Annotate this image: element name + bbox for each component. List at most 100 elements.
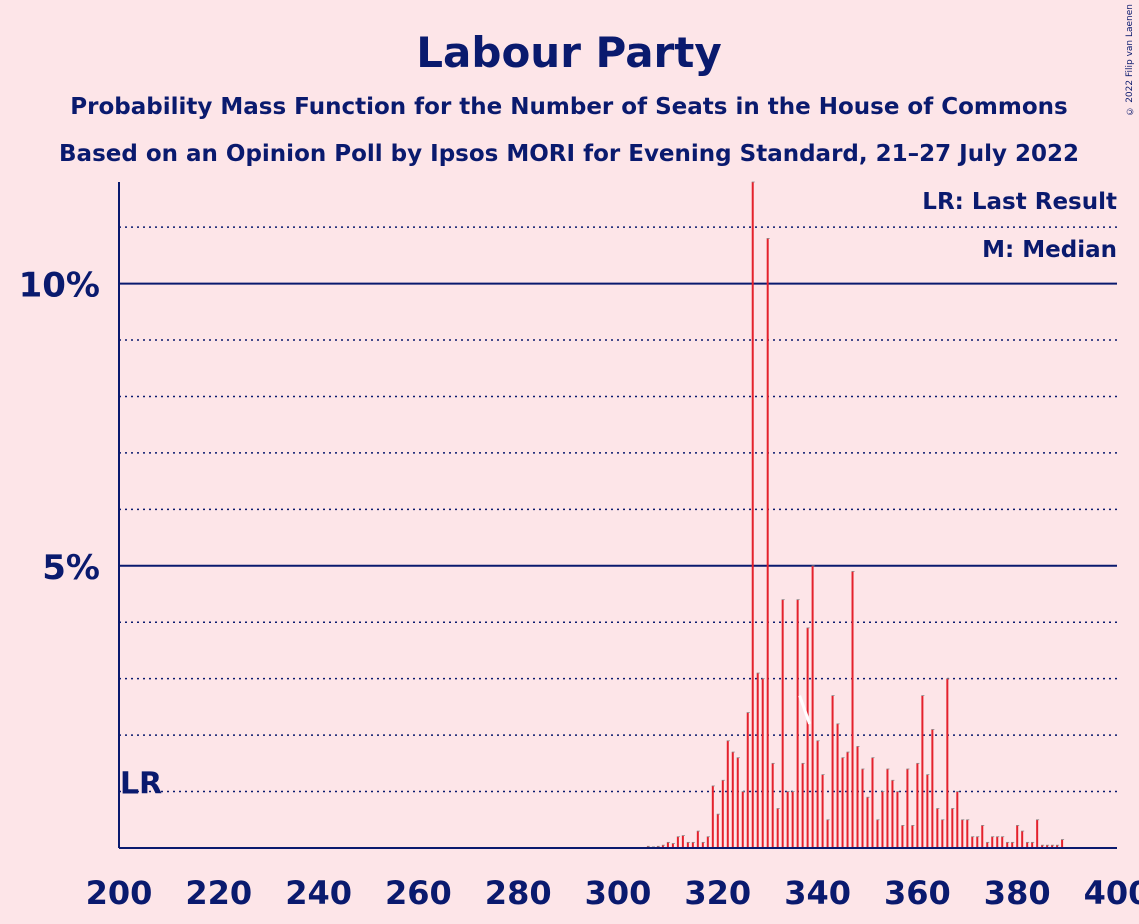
bar-seat-348 — [856, 746, 859, 848]
bar-seat-367 — [951, 808, 954, 848]
bar-seat-337 — [801, 763, 804, 848]
bar-seat-329 — [761, 678, 764, 848]
bar-seat-350 — [866, 797, 869, 848]
bar-seat-374 — [986, 842, 989, 848]
bar-seat-310 — [666, 842, 669, 848]
bar-seat-313 — [681, 835, 684, 848]
bar-seat-382 — [1026, 842, 1029, 848]
bar-seat-340 — [816, 740, 819, 848]
bar-seat-383 — [1031, 842, 1034, 848]
axes: 5% 10% 200 220 240 260 280 300 320 340 360 380 400 LR — [19, 182, 1139, 912]
bar-seat-360 — [916, 763, 919, 848]
bar-seat-356 — [896, 791, 899, 848]
bar-seat-327 — [751, 182, 754, 848]
bar-seat-331 — [771, 763, 774, 848]
bar-seat-345 — [841, 757, 844, 848]
bar-seat-318 — [706, 836, 709, 848]
bar-seat-339 — [811, 565, 814, 848]
bar-seat-387 — [1051, 845, 1054, 848]
x-tick-label: 220 — [185, 874, 252, 912]
bar-seat-366 — [946, 678, 949, 848]
bar-seat-322 — [726, 740, 729, 848]
bar-seat-335 — [791, 791, 794, 848]
x-tick-label: 380 — [984, 874, 1051, 912]
bar-seat-324 — [736, 757, 739, 848]
bar-seat-379 — [1011, 842, 1014, 848]
bar-seat-362 — [926, 774, 929, 848]
bar-seat-311 — [671, 843, 674, 848]
bar-seat-349 — [861, 768, 864, 848]
bar-seat-315 — [691, 842, 694, 848]
legend-last-result: LR: Last Result — [922, 189, 1117, 215]
x-tick-label: 280 — [485, 874, 552, 912]
bar-seat-312 — [676, 836, 679, 848]
bar-seat-372 — [976, 836, 979, 848]
bar-seat-375 — [991, 836, 994, 848]
bar-seat-347 — [851, 571, 854, 848]
y-tick-label: 10% — [19, 266, 100, 306]
bar-seat-389 — [1061, 839, 1064, 848]
bar-seat-386 — [1046, 845, 1049, 848]
bar-seat-354 — [886, 768, 889, 848]
bar-seat-346 — [846, 752, 849, 848]
x-tick-label: 260 — [385, 874, 452, 912]
bar-seat-377 — [1001, 836, 1004, 848]
bar-seat-326 — [746, 712, 749, 848]
bar-seat-314 — [686, 842, 689, 848]
bar-seat-381 — [1021, 831, 1024, 848]
x-tick-label: 360 — [884, 874, 951, 912]
bar-seat-325 — [741, 791, 744, 848]
chart-subtitle-2: Based on an Opinion Poll by Ipsos MORI f… — [59, 141, 1079, 167]
bar-seat-321 — [721, 780, 724, 848]
chart-subtitle-1: Probability Mass Function for the Number… — [70, 94, 1067, 120]
x-tick-label: 340 — [784, 874, 851, 912]
bar-seat-352 — [876, 819, 879, 848]
bar-seat-358 — [906, 768, 909, 848]
bar-seat-363 — [931, 729, 934, 848]
bar-seat-334 — [786, 791, 789, 848]
bar-series — [617, 181, 1065, 848]
x-tick-label: 320 — [684, 874, 751, 912]
bar-seat-359 — [911, 825, 914, 848]
bar-seat-317 — [701, 842, 704, 848]
chart-title: Labour Party — [416, 28, 721, 77]
bar-seat-338 — [806, 627, 809, 848]
bar-seat-328 — [756, 673, 759, 848]
bar-seat-319 — [711, 785, 714, 848]
bar-seat-385 — [1041, 845, 1044, 848]
bar-seat-376 — [996, 836, 999, 848]
bar-seat-369 — [961, 819, 964, 848]
bar-seat-388 — [1056, 845, 1059, 848]
bar-seat-342 — [826, 819, 829, 848]
bar-seat-384 — [1036, 819, 1039, 848]
bar-seat-333 — [781, 599, 784, 848]
bar-seat-323 — [731, 752, 734, 848]
legend-median: M: Median — [982, 237, 1117, 263]
median-marker — [798, 695, 812, 725]
bar-seat-341 — [821, 774, 824, 848]
bar-seat-330 — [766, 238, 769, 848]
x-tick-label: 400 — [1084, 874, 1139, 912]
bar-seat-373 — [981, 825, 984, 848]
bar-seat-332 — [776, 808, 779, 848]
bar-seat-316 — [696, 831, 699, 848]
bar-seat-370 — [966, 819, 969, 848]
bar-seat-357 — [901, 825, 904, 848]
bar-seat-343 — [831, 695, 834, 848]
bar-seat-365 — [941, 819, 944, 848]
x-tick-label: 200 — [86, 874, 153, 912]
bar-seat-355 — [891, 780, 894, 848]
x-tick-label: 240 — [285, 874, 352, 912]
grid-lines — [119, 226, 1117, 793]
last-result-label: LR — [120, 767, 162, 802]
y-tick-label: 5% — [42, 548, 100, 588]
bar-seat-309 — [661, 845, 664, 848]
bar-seat-378 — [1006, 842, 1009, 848]
x-tick-label: 300 — [585, 874, 652, 912]
bar-seat-336 — [796, 599, 799, 848]
bar-seat-380 — [1016, 825, 1019, 848]
bar-seat-320 — [716, 814, 719, 848]
bar-seat-351 — [871, 757, 874, 848]
bar-seat-364 — [936, 808, 939, 848]
